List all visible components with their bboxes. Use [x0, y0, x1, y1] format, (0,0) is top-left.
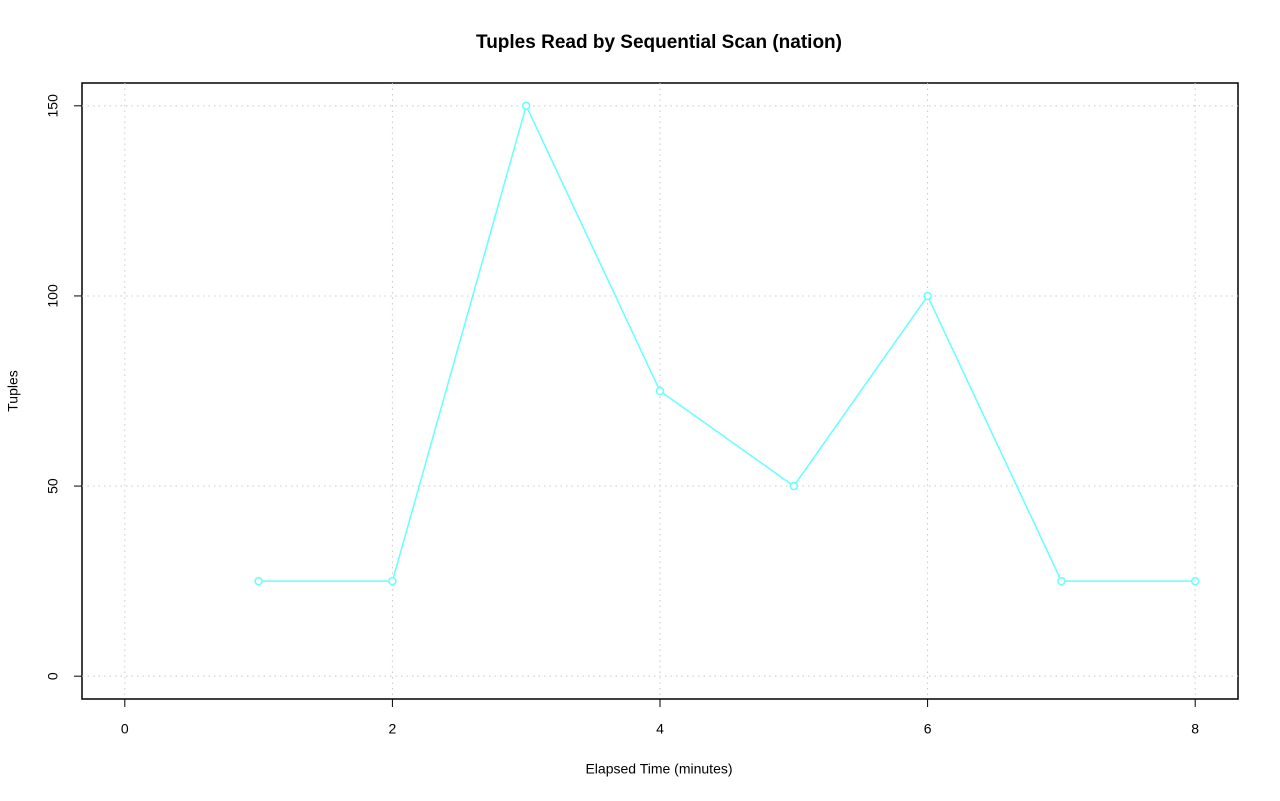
data-line	[258, 103, 1196, 582]
x-tick-label: 2	[389, 721, 397, 737]
data-point	[1057, 576, 1066, 586]
data-point	[655, 386, 665, 396]
y-tick-label: 0	[45, 672, 61, 680]
y-tick-label: 100	[45, 284, 61, 308]
x-tick-label: 0	[121, 721, 129, 737]
data-point	[789, 481, 799, 491]
y-axis-label: Tuples	[5, 370, 21, 412]
chart-title: Tuples Read by Sequential Scan (nation)	[476, 32, 842, 53]
x-axis-label: Elapsed Time (minutes)	[585, 761, 732, 777]
y-tick-label: 50	[45, 478, 61, 494]
data-point	[521, 101, 531, 111]
x-tick-label: 4	[656, 721, 664, 737]
data-point	[388, 576, 397, 586]
data-point	[923, 291, 932, 301]
data-point	[254, 576, 263, 586]
data-point	[1190, 576, 1200, 586]
y-tick-label: 150	[45, 94, 61, 118]
x-tick-label: 6	[924, 721, 932, 737]
x-tick-label: 8	[1191, 721, 1199, 737]
